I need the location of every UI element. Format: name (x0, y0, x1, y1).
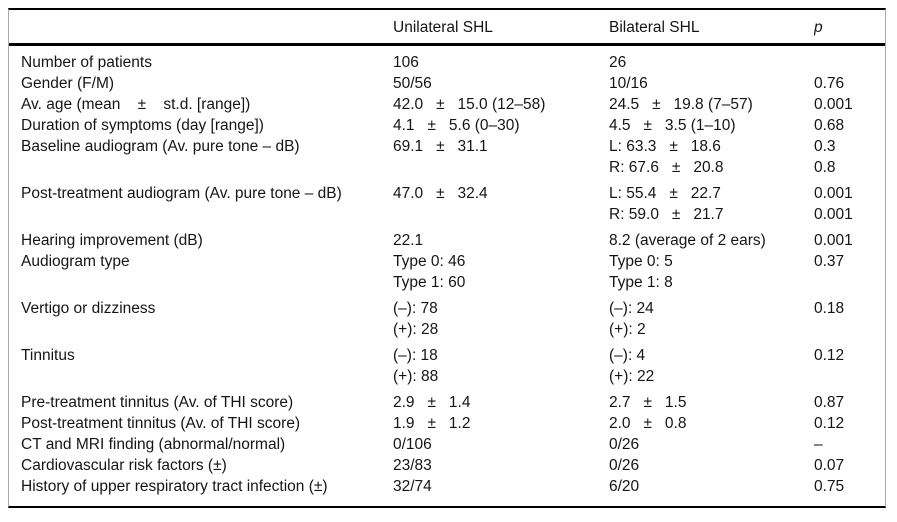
table-row: Post-treatment tinnitus (Av. of THI scor… (9, 413, 885, 434)
table-row: Post-treatment audiogram (Av. pure tone … (9, 183, 885, 230)
row-label: Vertigo or dizziness (21, 300, 156, 317)
table-row: Gender (F/M) 50/56 10/16 0.76 (9, 73, 885, 94)
p-value: – (814, 436, 823, 453)
bilateral-value: (–): 4 (+): 22 (609, 347, 655, 385)
row-label: Duration of symptoms (day [range]) (21, 117, 264, 134)
unilateral-value: 4.1 ± 5.6 (0–30) (393, 117, 520, 134)
unilateral-value: 50/56 (393, 75, 432, 92)
unilateral-value: 0/106 (393, 436, 432, 453)
p-value: 0.001 0.001 (814, 185, 853, 223)
bilateral-value: 4.5 ± 3.5 (1–10) (609, 117, 736, 134)
row-label: Pre-treatment tinnitus (Av. of THI score… (21, 394, 294, 411)
table-row: Duration of symptoms (day [range]) 4.1 ± … (9, 115, 885, 136)
bilateral-value: Type 0: 5 Type 1: 8 (609, 253, 673, 291)
bilateral-value: L: 63.3 ± 18.6 R: 67.6 ± 20.8 (609, 138, 724, 176)
row-label: Tinnitus (21, 347, 75, 364)
shl-comparison-table: Unilateral SHL Bilateral SHL p Number of… (8, 8, 886, 508)
bilateral-value: 2.0 ± 0.8 (609, 415, 687, 432)
bilateral-value: 0/26 (609, 457, 640, 474)
p-value: 0.001 (814, 96, 853, 113)
table-row: Baseline audiogram (Av. pure tone – dB) 6… (9, 136, 885, 183)
unilateral-value: 23/83 (393, 457, 432, 474)
row-label: CT and MRI finding (abnormal/normal) (21, 436, 286, 453)
bilateral-value: 26 (609, 54, 627, 71)
table-row: Pre-treatment tinnitus (Av. of THI score… (9, 392, 885, 413)
unilateral-value: (–): 78 (+): 28 (393, 300, 439, 338)
p-value: 0.12 (814, 415, 845, 432)
table-row: Audiogram type Type 0: 46 Type 1: 60 Type … (9, 251, 885, 298)
p-value (814, 52, 881, 73)
row-label: Audiogram type (21, 253, 130, 270)
row-label: History of upper respiratory tract infec… (21, 478, 328, 495)
header-unilateral-shl: Unilateral SHL (393, 18, 493, 36)
table-row: Number of patients 106 26 (9, 52, 885, 73)
row-label: Post-treatment tinnitus (Av. of THI scor… (21, 415, 301, 432)
p-value: 0.87 (814, 394, 845, 411)
table-row: Vertigo or dizziness (–): 78 (+): 28 (–): … (9, 298, 885, 345)
unilateral-value: 69.1 ± 31.1 (393, 138, 488, 155)
unilateral-value: 1.9 ± 1.2 (393, 415, 471, 432)
p-value: 0.18 (814, 300, 845, 317)
bilateral-value: 0/26 (609, 436, 640, 453)
row-label: Av. age (mean ± st.d. [range]) (21, 96, 251, 113)
table-header-row: Unilateral SHL Bilateral SHL p (9, 10, 885, 43)
bilateral-value: 2.7 ± 1.5 (609, 394, 687, 411)
table-row: Av. age (mean ± st.d. [range]) 42.0 ± 15.… (9, 94, 885, 115)
row-label: Post-treatment audiogram (Av. pure tone … (21, 185, 342, 202)
unilateral-value: 2.9 ± 1.4 (393, 394, 471, 411)
table-body: Number of patients 106 26 Gender (F/M) 50/56… (9, 46, 885, 506)
p-value: 0.68 (814, 117, 845, 134)
header-p-value: p (814, 18, 823, 36)
p-value: 0.76 (814, 75, 845, 92)
unilateral-value: 22.1 (393, 232, 424, 249)
unilateral-value: 32/74 (393, 478, 432, 495)
bilateral-value: 24.5 ± 19.8 (7–57) (609, 96, 753, 113)
bilateral-value: (–): 24 (+): 2 (609, 300, 654, 338)
p-value: 0.75 (814, 478, 845, 495)
bilateral-value: 8.2 (average of 2 ears) (609, 232, 766, 249)
unilateral-value: Type 0: 46 Type 1: 60 (393, 253, 466, 291)
p-value: 0.3 0.8 (814, 138, 836, 176)
table-row: Tinnitus (–): 18 (+): 88 (–): 4 (+): 22 0.1… (9, 345, 885, 392)
row-label: Gender (F/M) (21, 75, 115, 92)
p-value: 0.001 (814, 232, 853, 249)
row-label: Number of patients (21, 54, 152, 71)
header-bilateral-shl: Bilateral SHL (609, 18, 700, 36)
unilateral-value: (–): 18 (+): 88 (393, 347, 439, 385)
table-row: Hearing improvement (dB) 22.1 8.2 (average… (9, 230, 885, 251)
bilateral-value: 10/16 (609, 75, 648, 92)
table-row: CT and MRI finding (abnormal/normal) 0/10… (9, 434, 885, 455)
unilateral-value: 106 (393, 54, 419, 71)
header-empty-cell (21, 26, 393, 28)
row-label: Cardiovascular risk factors (±) (21, 457, 227, 474)
bilateral-value: L: 55.4 ± 22.7 R: 59.0 ± 21.7 (609, 185, 724, 223)
table-row: Cardiovascular risk factors (±) 23/83 0/26… (9, 455, 885, 476)
header-divider-rule (9, 43, 885, 46)
row-label: Hearing improvement (dB) (21, 232, 203, 249)
unilateral-value: 47.0 ± 32.4 (393, 185, 488, 202)
p-value: 0.37 (814, 253, 845, 270)
table-row: History of upper respiratory tract infec… (9, 476, 885, 497)
unilateral-value: 42.0 ± 15.0 (12–58) (393, 96, 546, 113)
bilateral-value: 6/20 (609, 478, 640, 495)
p-value: 0.12 (814, 347, 845, 364)
p-value: 0.07 (814, 457, 845, 474)
row-label: Baseline audiogram (Av. pure tone – dB) (21, 138, 300, 155)
